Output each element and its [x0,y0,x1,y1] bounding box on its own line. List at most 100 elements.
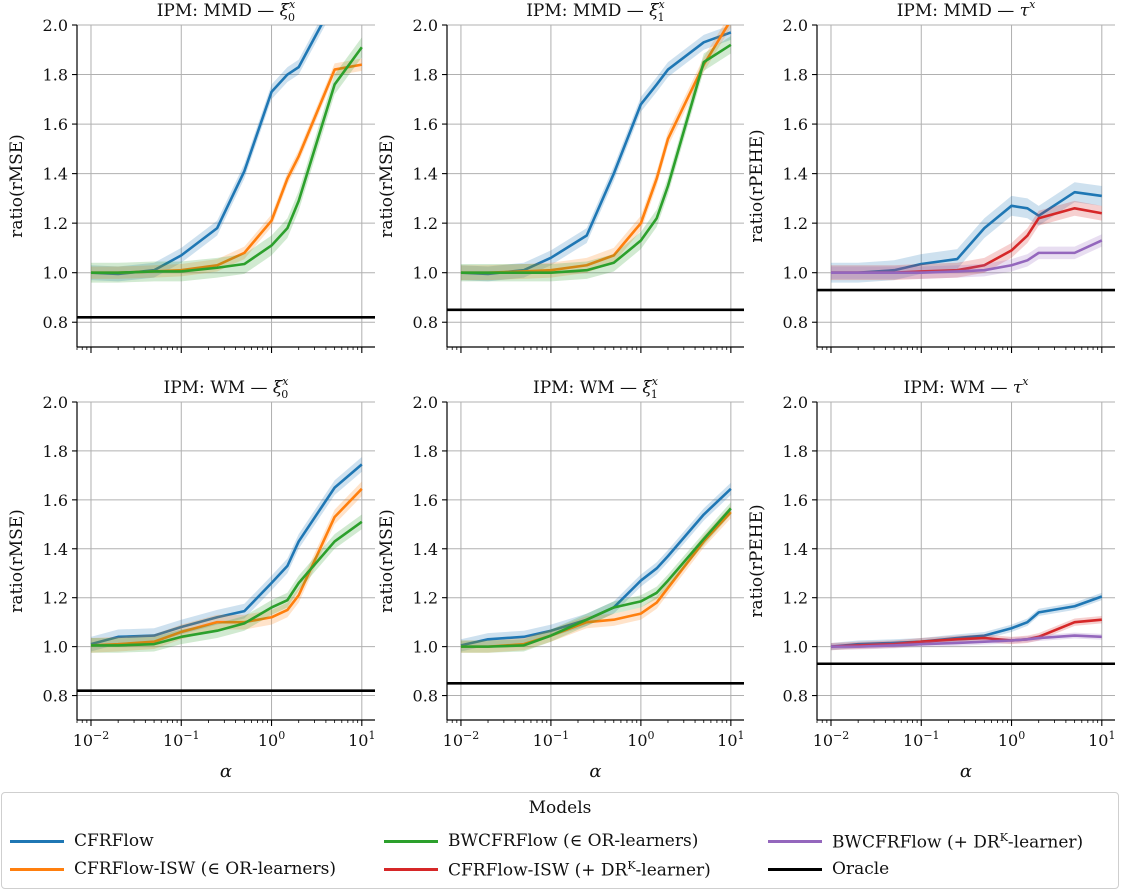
legend-swatch-bwcfrflow-dr [768,840,822,844]
series-line-cfrflow [90,463,363,646]
plot-area [447,482,744,685]
y-tick-label: 0.8 [413,313,438,332]
band-cfrflow [460,25,731,282]
plot-area [77,25,375,319]
legend-label-cfrflow-isw-dr: CFRFlow-ISW (+ DRK-learner) [448,859,711,881]
x-tick-label: 101 [1088,729,1115,750]
x-tick-label: 10−1 [533,729,570,750]
legend-item-oracle: Oracle [768,859,889,879]
legend-item-bwcfrflow-dr: BWCFRFlow (+ DRK-learner) [768,831,1083,853]
y-tick-label: 1.0 [43,264,68,283]
y-tick-label: 1.4 [43,540,68,559]
x-tick-label: 10−1 [903,729,940,750]
y-tick-label: 1.8 [43,442,68,461]
y-axis-label: ratio(rMSE) [7,134,27,238]
y-axis-label: ratio(rMSE) [377,509,397,613]
y-tick-label: 1.0 [43,638,68,657]
x-tick-label: 101 [717,729,744,750]
band-cfrflow [460,482,731,652]
band-bwcfrflow-or-learners [460,36,731,282]
band-cfrflow-isw-drk-learner [830,616,1102,651]
series-line-bwcfrflow-or-learners [460,43,732,274]
band-cfrflow [90,25,326,282]
x-tick-label: 10−2 [813,729,850,750]
y-tick-label: 1.6 [43,491,68,510]
legend-swatch-oracle [768,867,822,871]
y-tick-label: 1.4 [783,540,808,559]
plot-area [77,457,375,692]
y-tick-label: 1.0 [783,264,808,283]
y-tick-label: 1.2 [43,214,68,233]
panel-title: IPM: WM — τx [903,375,1029,398]
legend-swatch-cfrflow-isw-dr [384,868,438,872]
y-tick-label: 1.8 [413,442,438,461]
chart-panel-2: 0.8 1.0 1.2 1.4 1.6 1.8 2.0 ratio(rMSE) IPM: MMD… [377,0,744,353]
y-axis-label: ratio(rMSE) [377,134,397,238]
panel-title: IPM: WM — ξ0x [164,375,290,401]
band-cfrflow-isw-drk-learner [830,200,1102,281]
x-tick-label: 10−2 [443,729,480,750]
legend-item-cfrflow-isw-dr: CFRFlow-ISW (+ DRK-learner) [384,859,711,881]
y-tick-label: 2.0 [413,393,438,412]
legend-label-cfrflow: CFRFlow [74,831,154,851]
plot-area [817,592,1115,666]
y-tick-label: 1.4 [413,165,438,184]
y-tick-label: 1.0 [783,638,808,657]
figure-canvas: 0.8 1.0 1.2 1.4 1.6 1.8 2.0 ratio(rMSE) IPM: MMD… [7,0,1115,782]
y-tick-label: 1.8 [413,66,438,85]
y-tick-label: 2.0 [783,16,808,35]
legend-title: Models [528,798,592,818]
legend-swatch-bwcfrflow-or [384,839,438,843]
band-cfrflow-isw-or-learners [90,481,362,653]
plot-area [817,182,1115,292]
band-bwcfrflow-or-learners [90,514,362,653]
band-bwcfrflow-or-learners [90,37,362,283]
legend-label-bwcfrflow-dr: BWCFRFlow (+ DRK-learner) [832,831,1084,853]
y-tick-label: 2.0 [783,393,808,412]
y-tick-label: 1.6 [413,491,438,510]
chart-panel-5: 0.8 1.0 1.2 1.4 1.6 1.8 2.0 10−2 10−1 100 101 α rati… [377,375,745,782]
legend-label-bwcfrflow-or: BWCFRFlow (∈ OR-learners) [448,831,699,851]
x-tick-label: 10−2 [73,729,110,750]
band-cfrflow-isw-or-learners [90,58,362,279]
y-tick-label: 1.2 [783,589,808,608]
y-tick-label: 1.6 [783,115,808,134]
y-tick-label: 2.0 [413,16,438,35]
y-tick-label: 1.8 [783,442,808,461]
y-axis-label: ratio(rPEHE) [747,129,767,242]
series-line-bwcfrflow-or-learners [90,46,363,274]
series-line-bwcfrflow-drk-learner [830,634,1102,648]
y-tick-label: 1.2 [783,214,808,233]
series-line-bwcfrflow-or-learners [90,520,363,647]
y-tick-label: 0.8 [413,687,438,706]
y-tick-label: 1.8 [783,66,808,85]
chart-panel-6: 0.8 1.0 1.2 1.4 1.6 1.8 2.0 10−2 10−1 100 101 α rati… [747,375,1115,782]
panel-title: IPM: MMD — ξ0x [157,0,296,24]
legend-item-bwcfrflow-or: BWCFRFlow (∈ OR-learners) [384,831,698,851]
chart-panel-4: 0.8 1.0 1.2 1.4 1.6 1.8 2.0 10−2 10−1 100 101 α rati… [7,375,375,782]
series-line-cfrflow-isw-or-learners [90,63,363,274]
x-tick-label: 10−1 [163,729,200,750]
y-axis-label: ratio(rPEHE) [747,504,767,617]
panel-title: IPM: MMD — τx [897,0,1036,21]
y-tick-label: 1.8 [43,66,68,85]
x-tick-label: 100 [258,729,285,750]
x-axis-label: α [220,761,232,782]
y-tick-label: 1.0 [413,264,438,283]
plot-area [447,25,744,312]
band-cfrflow [830,182,1102,283]
models-legend: Models CFRFlow CFRFlow-ISW (∈ OR-learner… [1,792,1119,889]
y-tick-label: 1.4 [783,165,808,184]
y-tick-label: 0.8 [43,313,68,332]
y-tick-label: 0.8 [783,313,808,332]
series-line-cfrflow [460,31,732,276]
y-tick-label: 1.4 [413,540,438,559]
legend-item-cfrflow-isw-or: CFRFlow-ISW (∈ OR-learners) [10,859,336,879]
y-tick-label: 1.4 [43,165,68,184]
panel-title: IPM: MMD — ξ1x [526,0,665,24]
series-line-cfrflow [830,190,1102,274]
x-tick-label: 100 [627,729,654,750]
x-axis-label: α [589,761,601,782]
legend-label-cfrflow-isw-or: CFRFlow-ISW (∈ OR-learners) [74,859,336,879]
band-cfrflow [90,457,362,652]
